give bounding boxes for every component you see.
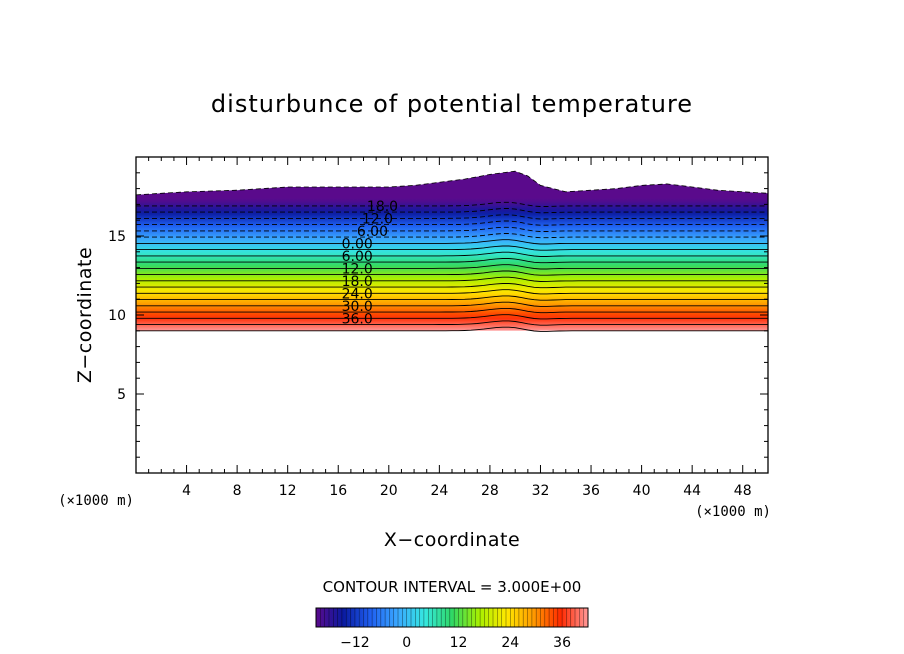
x-tick-label: 8	[233, 483, 242, 499]
contour-line	[136, 233, 768, 239]
contour-label: 6.00	[342, 249, 373, 265]
contour-interval-label: CONTOUR INTERVAL = 3.000E+00	[323, 578, 582, 596]
colorbar-tick-label: −12	[340, 635, 370, 651]
colorbar-tick-label: 0	[402, 635, 411, 651]
x-tick-label: 32	[532, 483, 550, 499]
x-axis-label: X−coordinate	[384, 529, 520, 551]
x-unit-left: (×1000 m)	[58, 493, 134, 509]
x-tick-label: 24	[430, 483, 448, 499]
contour-label: 24.0	[342, 286, 373, 302]
plot-area: 18.012.06.000.006.0012.018.024.030.036.0…	[108, 156, 769, 499]
contour-label: 30.0	[342, 299, 373, 315]
contour-label: 12.0	[342, 261, 373, 277]
contour-line	[136, 251, 768, 257]
colorbar-tick-label: 24	[501, 635, 519, 651]
contour-line	[136, 264, 768, 270]
x-tick-label: 16	[329, 483, 347, 499]
colorbar-frame	[315, 607, 589, 628]
y-axis-label: Z−coordinate	[74, 247, 96, 383]
field-fill	[136, 171, 768, 331]
contour-label: 36.0	[342, 311, 373, 327]
contour-line	[136, 320, 768, 326]
contour-line	[136, 314, 768, 320]
contour-line	[136, 326, 768, 332]
contour-line	[136, 289, 768, 295]
x-tick-label: 48	[734, 483, 752, 499]
contour-line	[136, 201, 768, 207]
x-tick-label: 44	[683, 483, 701, 499]
colorbar-tick-labels: −12 0 12 24 36	[340, 635, 571, 651]
contour-line	[136, 220, 768, 226]
contour-label: 18.0	[342, 274, 373, 290]
contour-label: 0.00	[342, 236, 373, 252]
y-tick-label: 10	[108, 308, 126, 324]
contour-line	[136, 245, 768, 251]
contour-line	[136, 276, 768, 282]
contour-line	[136, 170, 768, 196]
contour-line	[136, 270, 768, 276]
colorbar-tick-label: 12	[450, 635, 468, 651]
contour-line	[136, 214, 768, 220]
chart-title: disturbunce of potential temperature	[211, 90, 693, 118]
contour-label: 6.00	[357, 224, 388, 240]
colorbar: −12 0 12 24 36	[315, 607, 589, 651]
x-tick-label: 20	[380, 483, 398, 499]
contour-line	[136, 307, 768, 314]
x-tick-label: 4	[182, 483, 191, 499]
colorbar-gradient	[316, 608, 588, 627]
x-tick-label: 36	[582, 483, 600, 499]
x-tick-label: 12	[279, 483, 297, 499]
y-tick-label: 5	[117, 387, 126, 403]
contour-line	[136, 208, 768, 214]
x-unit-right: (×1000 m)	[695, 504, 771, 520]
contour-line	[136, 283, 768, 289]
contour-line	[136, 258, 768, 264]
contour-line	[136, 301, 768, 307]
x-tick-label: 28	[481, 483, 499, 499]
colorbar-segment-lines	[319, 608, 585, 627]
contour-label: 12.0	[362, 211, 393, 227]
contour-line	[136, 239, 768, 245]
x-tick-label: 40	[633, 483, 651, 499]
contour-line	[136, 295, 768, 301]
contour-label: 18.0	[367, 199, 398, 215]
contour-field	[136, 171, 768, 331]
y-tick-label: 15	[108, 229, 126, 245]
contour-lines	[136, 170, 768, 332]
colorbar-tick-label: 36	[553, 635, 571, 651]
contour-line	[136, 226, 768, 232]
